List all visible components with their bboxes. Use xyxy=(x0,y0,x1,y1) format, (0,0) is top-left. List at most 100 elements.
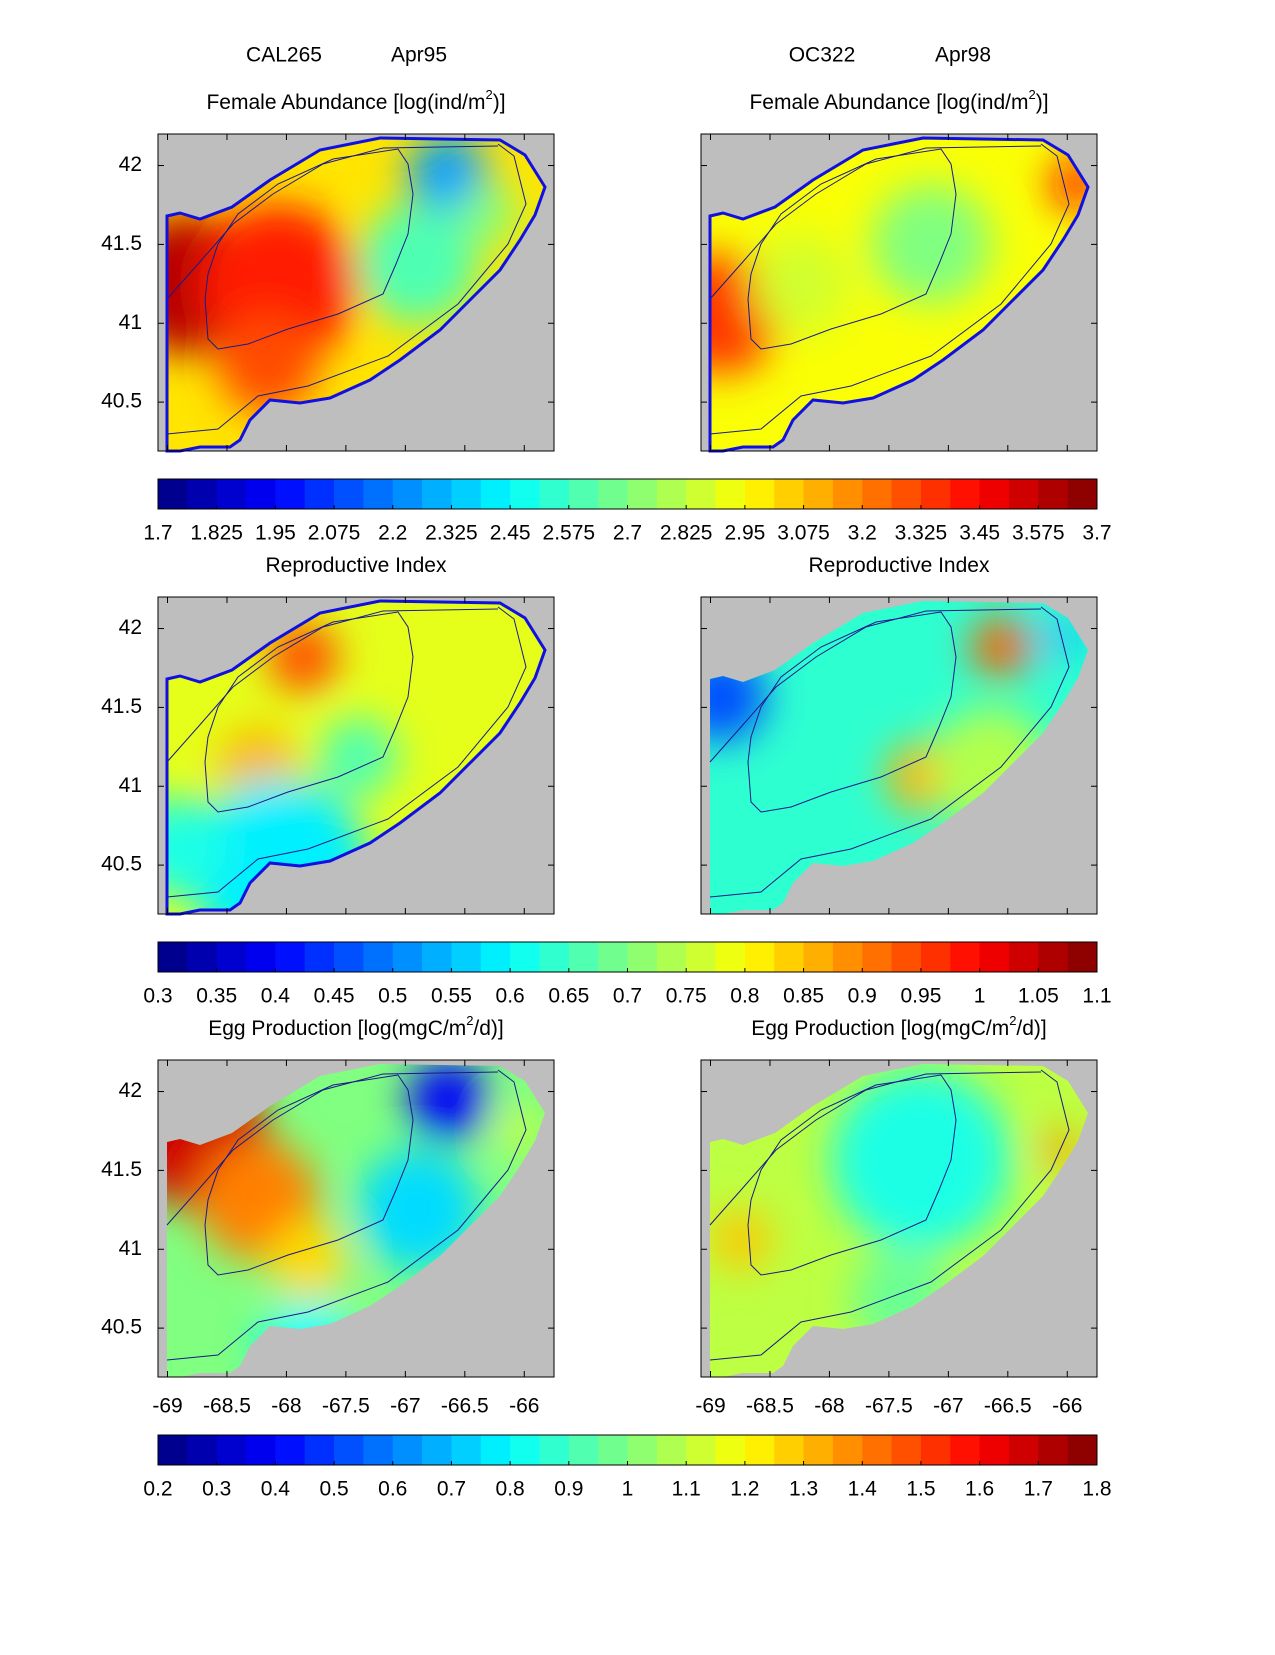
colorbar-bin xyxy=(832,479,863,509)
title-part: Female Abundance [log(ind/m xyxy=(749,91,1028,114)
colorbar-bin xyxy=(656,942,687,972)
colorbar-tick-label: 0.4 xyxy=(261,985,291,1008)
title-part: 2 xyxy=(1009,1013,1016,1028)
colorbar-bin xyxy=(686,1435,717,1465)
colorbar-bin xyxy=(920,479,951,509)
colorbar-tick-label: 0.5 xyxy=(378,985,407,1008)
colorbar-bin xyxy=(568,479,599,509)
colorbar-tick-label: 1.95 xyxy=(255,522,296,545)
map-panel: -69 -68.5 -68 -67.5 -67 -66.5 -66 xyxy=(695,1059,1098,1418)
y-tick-label: 41.5 xyxy=(101,232,142,255)
colorbar-bin xyxy=(744,479,775,509)
colorbar-bin xyxy=(480,1435,511,1465)
panel-border xyxy=(157,133,555,452)
x-tick-label: -69 xyxy=(695,1395,725,1418)
colorbar-tick-label: 3.2 xyxy=(848,522,877,545)
colorbar-bin xyxy=(1008,942,1039,972)
colorbar-bin xyxy=(539,942,570,972)
isobath xyxy=(204,1074,414,1276)
x-tick-label: -68 xyxy=(271,1395,301,1418)
panel-title: Female Abundance [log(ind/m2)] xyxy=(206,87,505,114)
panel-border xyxy=(157,596,555,915)
field-blob xyxy=(1051,159,1088,209)
colorbar-bin xyxy=(216,1435,247,1465)
outline xyxy=(165,599,547,916)
colorbar-tick-label: 0.35 xyxy=(196,985,237,1008)
isobath xyxy=(709,1071,1042,1226)
title-part: Egg Production [log(mgC/m xyxy=(208,1017,466,1040)
isobath xyxy=(709,606,1070,898)
colorbar-bin xyxy=(158,1435,188,1465)
y-tick-label: 41.5 xyxy=(101,1158,142,1181)
colorbar-bin xyxy=(1067,942,1098,972)
isobath xyxy=(747,611,957,813)
colorbar-bin xyxy=(246,942,276,972)
colorbar-tick-label: 1.05 xyxy=(1018,985,1059,1008)
colorbar-tick-label: 1.6 xyxy=(965,1478,994,1501)
title-part: )] xyxy=(1036,91,1049,114)
outline xyxy=(165,136,547,453)
colorbar-bin xyxy=(480,942,511,972)
colorbar-bin xyxy=(715,1435,746,1465)
colorbar-bin xyxy=(510,942,540,972)
panel-title: Egg Production [log(mgC/m2/d)] xyxy=(208,1013,504,1040)
colorbar-tick-label: 1.4 xyxy=(848,1478,878,1501)
colorbar-tick-label: 0.3 xyxy=(202,1478,231,1501)
colorbar-tick-label: 0.7 xyxy=(613,985,642,1008)
field-blob xyxy=(218,314,318,414)
colorbar-bin xyxy=(774,479,805,509)
x-tick-label: -67.5 xyxy=(865,1395,913,1418)
x-tick-label: -67.5 xyxy=(322,1395,370,1418)
x-tick-label: -68 xyxy=(814,1395,844,1418)
colorbar-tick-label: 1.1 xyxy=(1082,985,1111,1008)
colorbar-bin xyxy=(451,1435,482,1465)
field-blob xyxy=(831,1070,1011,1250)
y-tick-label: 40.5 xyxy=(101,853,142,876)
field-blob xyxy=(358,1150,478,1270)
colorbar-bin xyxy=(598,479,628,509)
colorbar-bin xyxy=(774,942,805,972)
x-tick-label: -68.5 xyxy=(203,1395,251,1418)
colorbar-bin xyxy=(832,1435,863,1465)
colorbar-bin xyxy=(422,1435,452,1465)
date-label: Apr95 xyxy=(391,44,447,67)
colorbar-bin xyxy=(803,1435,834,1465)
x-tick-label: -69 xyxy=(152,1395,182,1418)
colorbar-bin xyxy=(304,479,335,509)
colorbar-tick-label: 0.75 xyxy=(666,985,707,1008)
isobath xyxy=(204,148,414,350)
x-tick-label: -66.5 xyxy=(984,1395,1032,1418)
colorbar-tick-label: 3.075 xyxy=(777,522,830,545)
colorbar-bin xyxy=(216,942,247,972)
colorbar-bin xyxy=(1067,479,1098,509)
isobath xyxy=(709,145,1042,300)
colorbar-bin xyxy=(862,942,893,972)
y-tick-label: 40.5 xyxy=(101,390,142,413)
colorbar-tick-label: 1.7 xyxy=(143,522,172,545)
colorbar-bin xyxy=(334,479,364,509)
colorbar-tick-label: 3.325 xyxy=(895,522,948,545)
colorbar-tick-label: 0.45 xyxy=(314,985,355,1008)
colorbar-tick-label: 2.075 xyxy=(308,522,361,545)
colorbar-tick-label: 2.825 xyxy=(660,522,713,545)
isobath xyxy=(747,148,957,350)
y-tick-label: 41 xyxy=(119,774,142,797)
x-tick-label: -68.5 xyxy=(746,1395,794,1418)
colorbar-tick-label: 3.7 xyxy=(1082,522,1111,545)
y-tick-label: 42 xyxy=(119,153,142,176)
colorbar-tick-label: 3.45 xyxy=(959,522,1000,545)
colorbar-bin xyxy=(568,942,599,972)
colorbar-bin xyxy=(891,479,922,509)
x-tick-label: -66 xyxy=(509,1395,539,1418)
colorbar-bin xyxy=(158,479,188,509)
title-part: /d)] xyxy=(473,1017,503,1040)
field-blobs xyxy=(710,159,1088,374)
colorbar-tick-label: 3.575 xyxy=(1012,522,1065,545)
colorbar-bin xyxy=(715,942,746,972)
isobath xyxy=(166,1069,527,1361)
colorbar-tick-label: 0.55 xyxy=(431,985,472,1008)
isobath xyxy=(166,1071,499,1226)
colorbar-bin xyxy=(686,942,717,972)
colorbar-bin xyxy=(950,1435,981,1465)
